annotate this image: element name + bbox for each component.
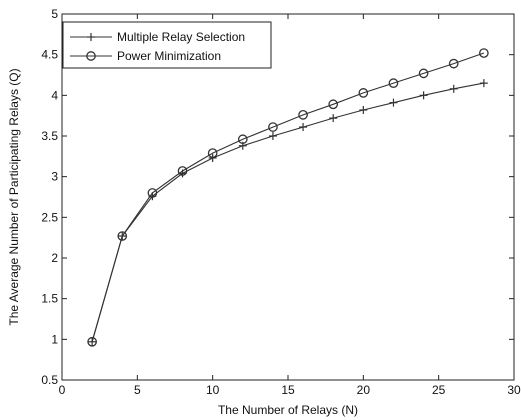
legend-label-power-minimization: Power Minimization: [117, 49, 221, 63]
legend-label-multiple-relay-selection: Multiple Relay Selection: [117, 30, 245, 44]
data-point-power-minimization: [207, 148, 218, 158]
y-tick-label: 5: [51, 7, 58, 21]
y-tick-label: 0.5: [41, 373, 58, 387]
legend: Multiple Relay Selection Power Minimizat…: [62, 21, 272, 69]
data-point-multiple-relay-selection: [479, 79, 488, 88]
data-point-power-minimization: [328, 99, 339, 110]
legend-marker-power-minimization: [86, 51, 96, 61]
data-point-multiple-relay-selection: [389, 98, 398, 107]
data-point-multiple-relay-selection: [329, 114, 338, 123]
ticks: 0 5 10 15 20 25 30 0.5 1 1.5 2 2.5 3 3.5 4 4.5 5: [41, 7, 521, 397]
y-tick-label: 2: [51, 251, 58, 265]
x-tick-label: 15: [281, 383, 295, 397]
data-point-power-minimization: [448, 58, 459, 69]
data-point-power-minimization: [298, 110, 308, 120]
y-axis-label: The Average Number of Participating Rela…: [7, 68, 21, 325]
data-point-multiple-relay-selection: [208, 153, 217, 162]
x-axis-label: The Number of Relays (N): [218, 403, 358, 417]
series-line-multiple-relay-selection: [91, 82, 485, 342]
data-point-multiple-relay-selection: [449, 84, 458, 93]
data-point-power-minimization: [479, 48, 489, 58]
x-tick-label: 10: [206, 383, 220, 397]
data-point-multiple-relay-selection: [268, 132, 277, 140]
x-tick-label: 20: [357, 383, 371, 397]
y-tick-label: 4.5: [41, 48, 58, 62]
data-point-multiple-relay-selection: [299, 123, 308, 132]
y-tick-label: 1.5: [41, 292, 58, 306]
data-point-power-minimization: [418, 68, 429, 79]
data-point-multiple-relay-selection: [419, 91, 428, 100]
x-tick-label: 0: [59, 383, 66, 397]
series-line-power-minimization: [91, 52, 485, 342]
data-point-power-minimization: [388, 78, 399, 88]
x-tick-label: 30: [507, 383, 521, 397]
plot-area: [61, 13, 515, 381]
y-tick-label: 2.5: [41, 210, 58, 224]
data-point-multiple-relay-selection: [359, 105, 368, 114]
y-tick-label: 1: [51, 332, 58, 346]
legend-marker-multiple-relay-selection: [87, 33, 95, 41]
data-point-power-minimization: [147, 188, 158, 198]
data-point-power-minimization: [117, 231, 128, 241]
data-point-power-minimization: [87, 336, 97, 347]
data-point-power-minimization: [358, 88, 369, 98]
series-power-minimization: [87, 48, 489, 347]
legend-box: [62, 21, 272, 69]
data-point-power-minimization: [268, 122, 278, 132]
series: [87, 48, 489, 347]
y-tick-label: 4: [51, 88, 58, 102]
y-tick-label: 3: [51, 170, 58, 184]
data-point-power-minimization: [237, 134, 248, 145]
y-tick-label: 3.5: [41, 129, 58, 143]
x-tick-label: 25: [432, 383, 446, 397]
x-tick-label: 5: [134, 383, 141, 397]
legend-entries: [70, 33, 112, 61]
data-point-power-minimization: [177, 166, 188, 176]
